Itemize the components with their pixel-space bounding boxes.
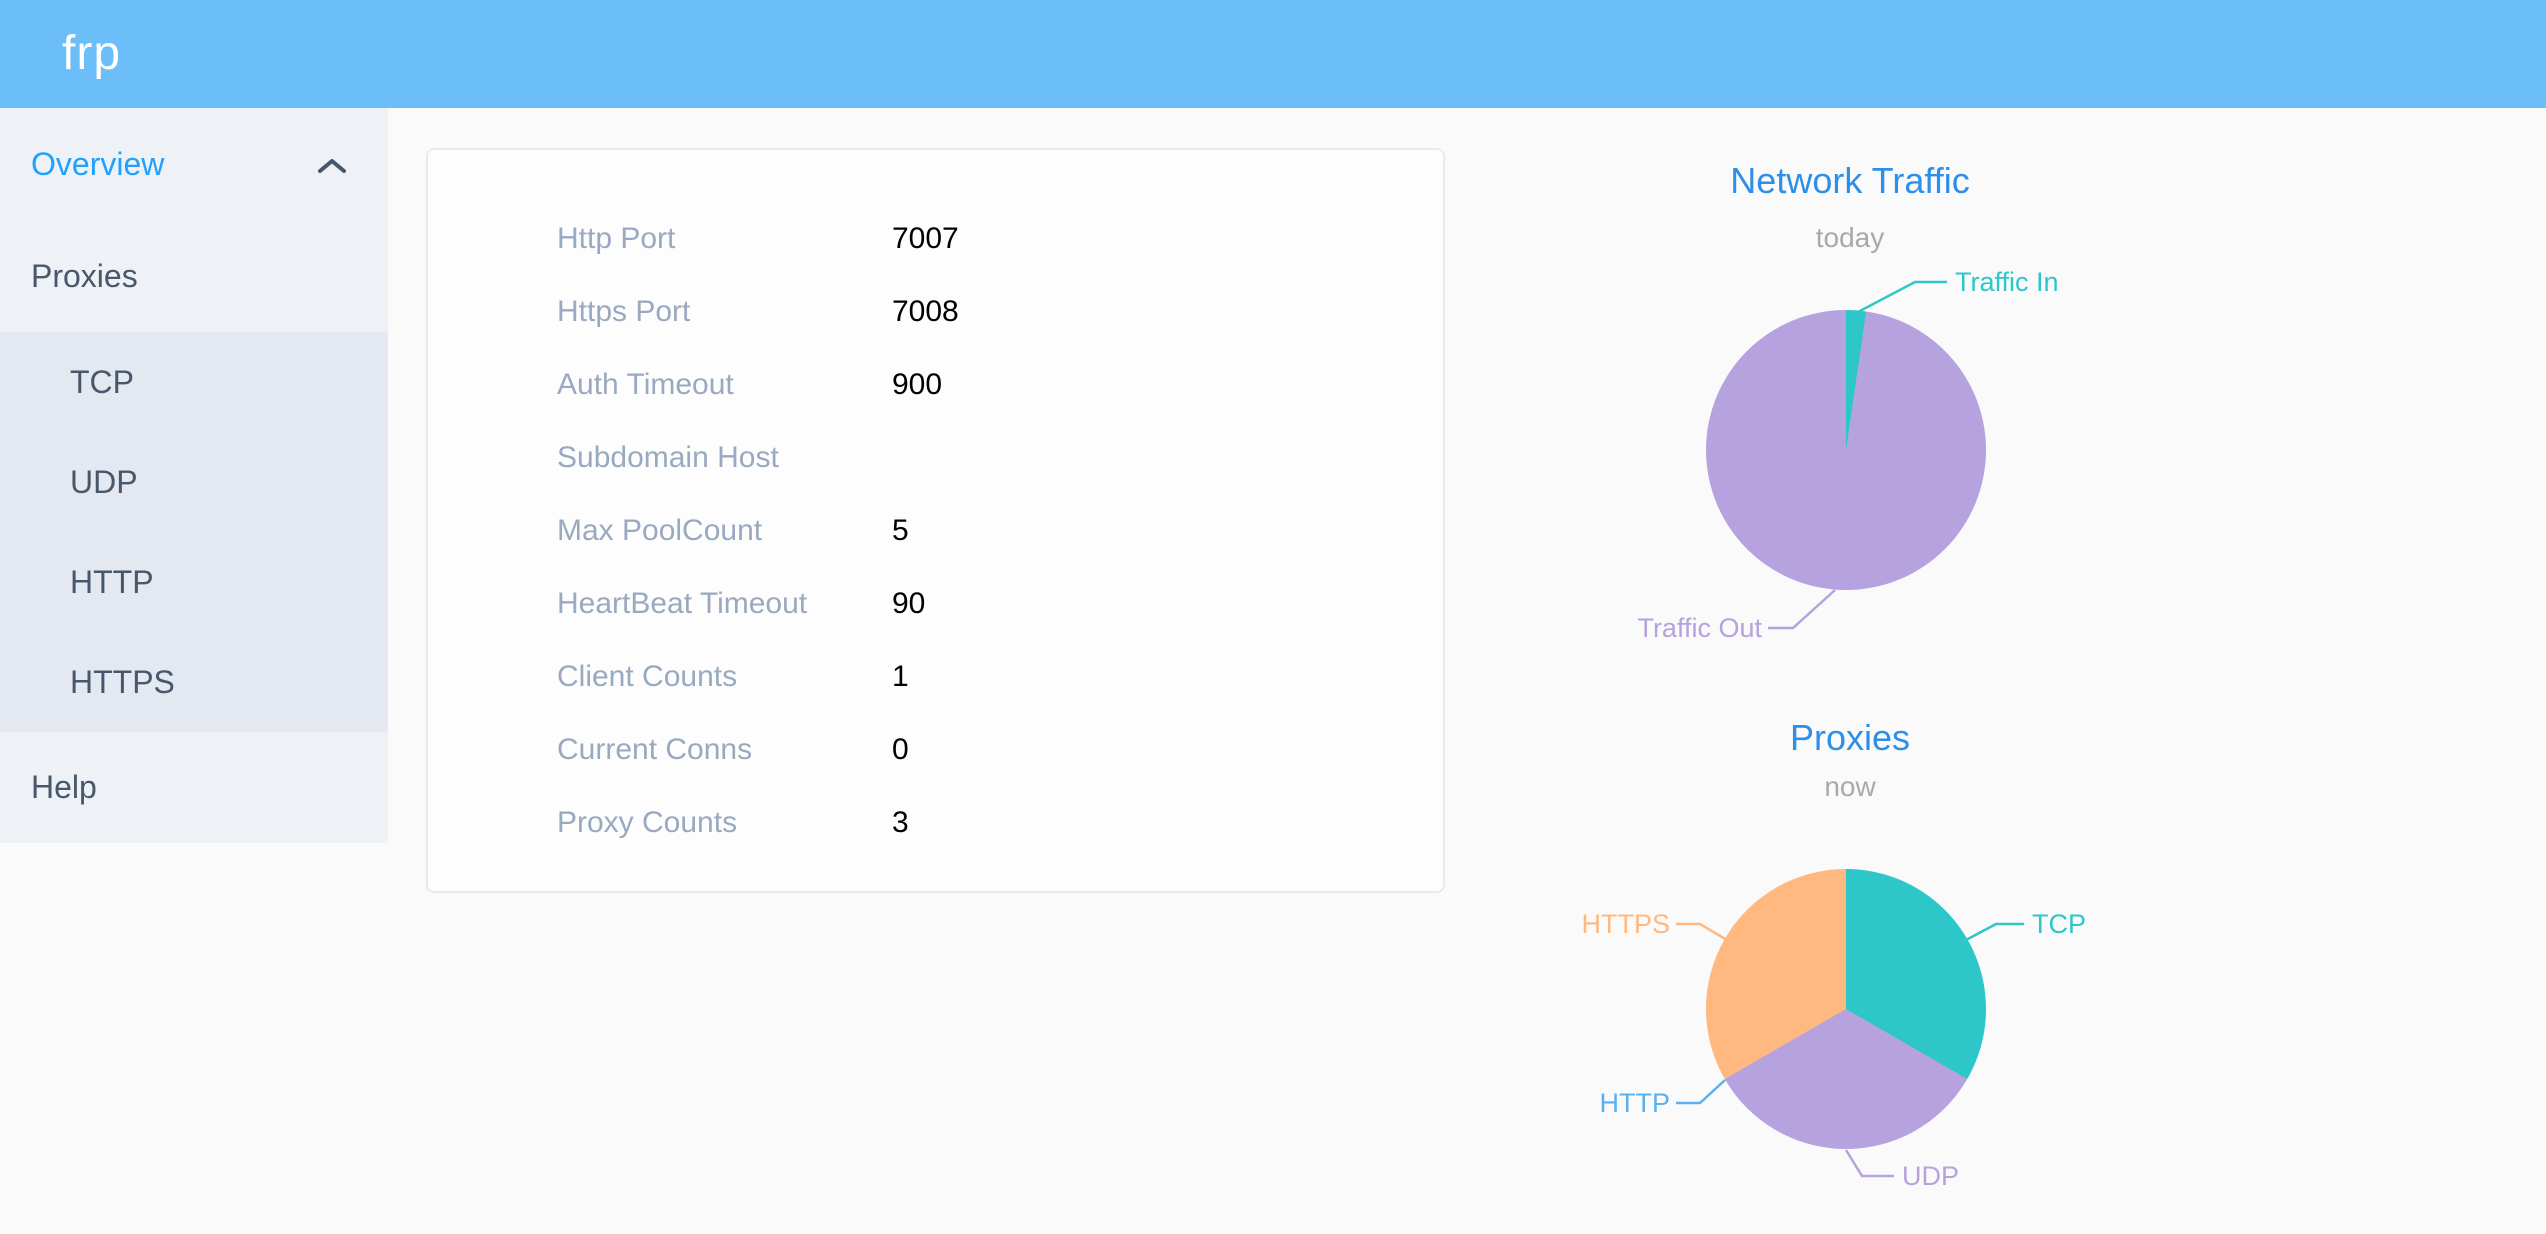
traffic-out-callout-line: [1768, 589, 1836, 630]
table-row: Https Port 7008: [428, 275, 1443, 348]
sidebar: Overview Proxies TCP UDP HTTP HTTPS Help: [0, 108, 388, 843]
info-value: 900: [892, 368, 943, 401]
table-row: HeartBeat Timeout 90: [428, 567, 1443, 640]
info-label: Proxy Counts: [557, 806, 738, 839]
server-info-card: Http Port 7007 Https Port 7008 Auth Time…: [426, 148, 1445, 893]
pie-label-https: HTTPS: [1581, 909, 1670, 939]
sidebar-item-tcp[interactable]: TCP: [70, 364, 134, 400]
sidebar-item-help[interactable]: Help: [31, 769, 97, 805]
sidebar-item-proxies[interactable]: Proxies: [0, 220, 388, 332]
proxies-chart-title: Proxies: [1789, 717, 1911, 758]
table-row: Current Conns 0: [428, 713, 1443, 786]
info-value: 90: [892, 587, 926, 620]
info-label: Max PoolCount: [557, 514, 763, 547]
header: frp: [0, 0, 2546, 108]
info-value: 7008: [892, 295, 959, 328]
sidebar-item-proxies-label: Proxies: [31, 258, 138, 294]
info-value: 1: [892, 660, 909, 693]
info-label: Https Port: [557, 295, 691, 328]
sidebar-submenu: TCP UDP HTTP HTTPS: [0, 332, 388, 732]
network-traffic-pie[interactable]: [1706, 310, 1986, 590]
server-info-rows: Http Port 7007 Https Port 7008 Auth Time…: [428, 202, 1443, 859]
sidebar-item-http[interactable]: HTTP: [70, 564, 154, 600]
info-label: Http Port: [557, 222, 676, 255]
table-row: Subdomain Host: [428, 421, 1443, 494]
info-label: Client Counts: [557, 660, 738, 693]
sidebar-item-udp[interactable]: UDP: [70, 464, 138, 500]
pie-label-traffic-in: Traffic In: [1955, 267, 2059, 297]
info-value: 7007: [892, 222, 959, 255]
pie-label-traffic-out: Traffic Out: [1637, 613, 1762, 643]
info-label: Current Conns: [557, 733, 753, 766]
sidebar-item-overview[interactable]: Overview: [31, 146, 165, 182]
info-label: Subdomain Host: [557, 441, 779, 474]
proxies-chart-subtitle: now: [1824, 771, 1876, 802]
table-row: Http Port 7007: [428, 202, 1443, 275]
info-value: 0: [892, 733, 909, 766]
info-label: HeartBeat Timeout: [557, 587, 808, 620]
table-row: Auth Timeout 900: [428, 348, 1443, 421]
frp-logo: frp: [62, 27, 122, 80]
info-label: Auth Timeout: [557, 368, 734, 401]
proxies-pie[interactable]: [1706, 869, 1986, 1149]
pie-label-tcp: TCP: [2032, 909, 2086, 939]
table-row: Max PoolCount 5: [428, 494, 1443, 567]
network-traffic-chart-title: Network Traffic: [1730, 160, 1970, 201]
info-value: 3: [892, 806, 909, 839]
network-traffic-chart-subtitle: today: [1815, 222, 1885, 253]
info-value: 5: [892, 514, 909, 547]
chevron-up-icon[interactable]: [316, 156, 348, 176]
http-callout-line: [1676, 1079, 1726, 1105]
udp-callout-line: [1844, 1149, 1894, 1178]
table-row: Client Counts 1: [428, 640, 1443, 713]
traffic-in-callout-line: [1857, 280, 1947, 314]
sidebar-item-https[interactable]: HTTPS: [70, 664, 175, 700]
tcp-callout-line: [1965, 922, 2024, 942]
table-row: Proxy Counts 3: [428, 786, 1443, 859]
pie-label-udp: UDP: [1902, 1161, 1960, 1191]
https-callout-line: [1676, 922, 1728, 942]
pie-label-http: HTTP: [1599, 1088, 1671, 1118]
